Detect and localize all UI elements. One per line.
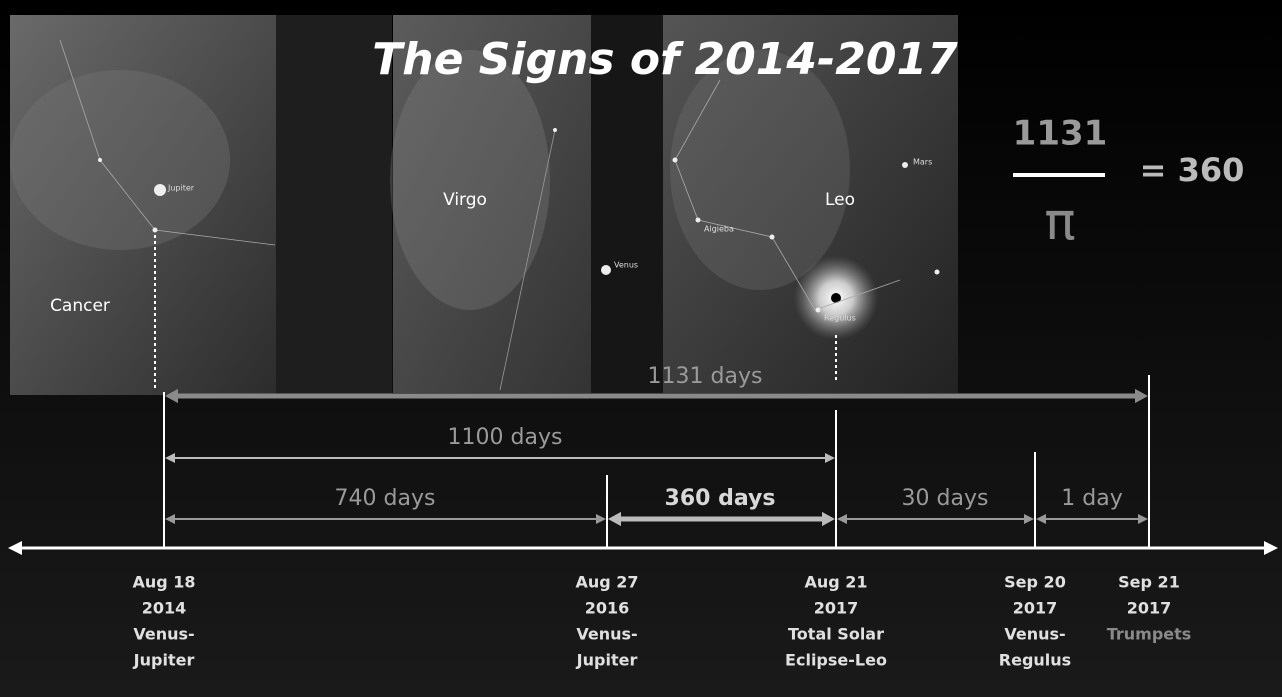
date-line: Aug 18 [132,573,195,592]
star-label: Jupiter [167,184,195,193]
span-label: 1100 days [448,425,563,450]
date-line: Total Solar [788,625,884,644]
star-label: Mars [913,158,932,167]
date-line: Venus- [576,625,637,644]
star-label: Venus [614,261,638,270]
star [601,265,611,275]
star [153,228,158,233]
date-line: Eclipse-Leo [785,651,887,670]
star-label: Regulus [824,314,856,323]
date-line: Jupiter [576,651,638,670]
date-line: 2017 [814,599,859,618]
formula-denominator: π [1044,192,1075,252]
star-label: Algieba [704,225,734,234]
constellation-label: Virgo [443,190,487,210]
virgo-figure [390,50,550,310]
cancer-figure [10,70,230,250]
star [553,128,557,132]
date-line: Sep 21 [1118,573,1180,592]
constellation-label: Leo [825,190,855,210]
star [673,158,678,163]
star [770,235,775,240]
date-line: Aug 27 [575,573,638,592]
date-line: 2017 [1127,599,1172,618]
star [696,218,701,223]
date-line: Regulus [999,651,1071,670]
formula-result: = 360 [1140,151,1245,189]
span-label: 1131 days [648,364,763,389]
date-line: 2017 [1013,599,1058,618]
formula-numerator: 1131 [1013,114,1108,154]
star [902,162,908,168]
span-label: 30 days [902,486,989,511]
title: The Signs of 2014-2017 [372,34,958,85]
date-line: 2014 [142,599,187,618]
date-line: 2016 [585,599,630,618]
span-label: 1 day [1061,486,1122,511]
constellation-label: Cancer [50,296,110,316]
star [816,308,821,313]
slide: Jupiter Venus Algieba Mars Regulus Cance… [0,0,1282,697]
star [154,184,166,196]
date-line: Jupiter [133,651,195,670]
span-label: 740 days [335,486,436,511]
span-label: 360 days [665,486,776,511]
date-line: Venus- [1004,625,1065,644]
leo-figure [670,50,850,290]
star [935,270,940,275]
star [98,158,102,162]
date-line: Aug 21 [804,573,867,592]
date-line: Sep 20 [1004,573,1066,592]
date-line: Trumpets [1107,625,1192,644]
date-line: Venus- [133,625,194,644]
